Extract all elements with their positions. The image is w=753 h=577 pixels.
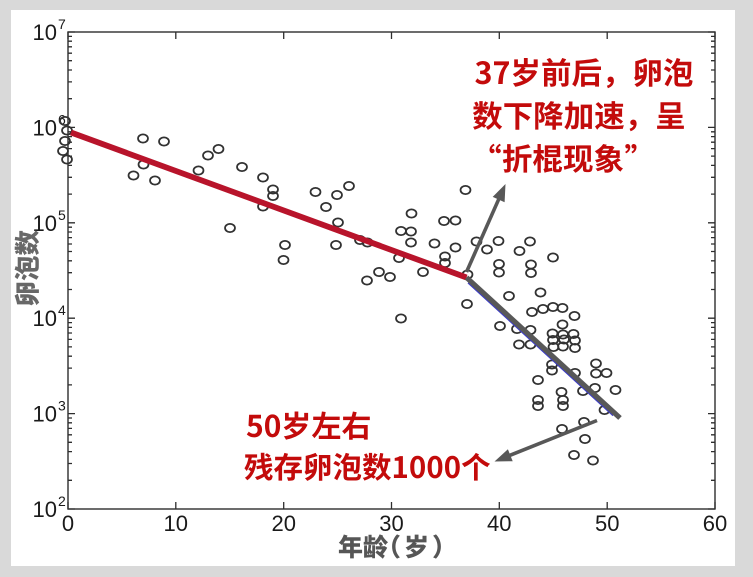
svg-text:10: 10 [33, 306, 57, 331]
svg-text:30: 30 [379, 511, 403, 536]
svg-text:4: 4 [58, 302, 66, 318]
svg-text:5: 5 [58, 207, 66, 223]
svg-text:40: 40 [487, 511, 511, 536]
svg-text:7: 7 [58, 16, 66, 32]
svg-text:10: 10 [33, 497, 57, 522]
svg-text:10: 10 [33, 20, 57, 45]
svg-text:10: 10 [164, 511, 188, 536]
svg-text:3: 3 [58, 398, 66, 414]
svg-text:6: 6 [58, 111, 66, 127]
svg-text:10: 10 [33, 402, 57, 427]
svg-text:10: 10 [33, 115, 57, 140]
svg-text:2: 2 [58, 493, 66, 509]
svg-text:20: 20 [271, 511, 295, 536]
svg-text:0: 0 [62, 511, 74, 536]
svg-text:50: 50 [595, 511, 619, 536]
svg-text:60: 60 [703, 511, 727, 536]
